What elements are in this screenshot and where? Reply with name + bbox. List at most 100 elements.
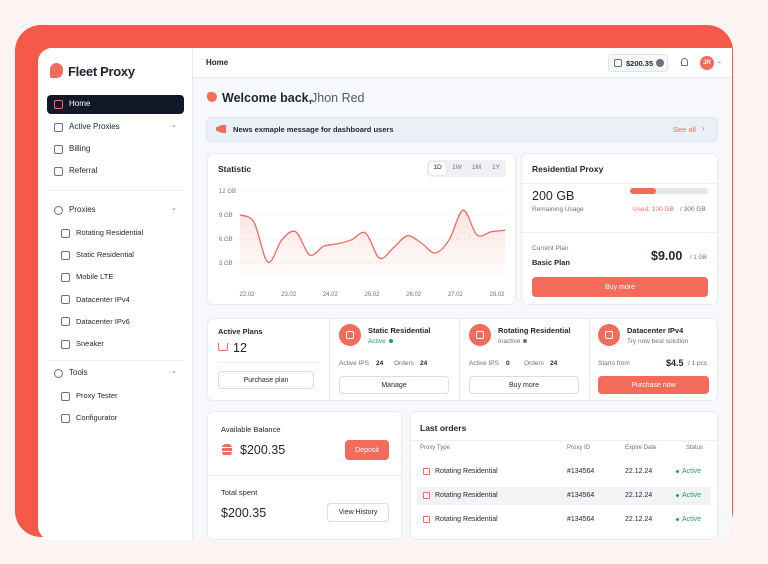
- nav-sub-item[interactable]: Mobile LTE: [76, 272, 114, 282]
- row-icon: [423, 492, 430, 499]
- x-tick-label: 27.02: [448, 292, 464, 298]
- nav-item[interactable]: Active Proxies: [69, 122, 120, 131]
- range-tab[interactable]: 1M: [471, 164, 482, 171]
- add-icon: [656, 59, 664, 67]
- megaphone-icon: [216, 125, 226, 133]
- avatar-initials: JR: [703, 60, 711, 66]
- residential-amount: 200 GB: [532, 189, 575, 203]
- nav-item[interactable]: Home: [69, 99, 91, 108]
- nav-sub-item[interactable]: Sneaker: [76, 339, 104, 348]
- stat-value: 24: [420, 360, 428, 367]
- x-tick-label: 24.02: [323, 292, 339, 298]
- plan-price-unit: / 1 GB: [690, 255, 708, 261]
- section-icon: [54, 205, 63, 215]
- divider: [208, 475, 401, 476]
- nav-sub-icon: [61, 391, 70, 401]
- news-bar: [206, 117, 718, 142]
- nav-sub-item[interactable]: Datacenter IPv6: [76, 316, 130, 326]
- divider: [47, 360, 184, 361]
- line: [239, 209, 506, 263]
- column-header: Expire Date: [625, 445, 657, 451]
- nav-chevron: ⌄: [171, 122, 177, 129]
- plan-price: $9.00: [651, 249, 683, 263]
- purchase-plan-button[interactable]: Purchase plan: [218, 371, 314, 389]
- avatar[interactable]: [700, 56, 714, 70]
- column-header: Proxy ID: [567, 445, 591, 451]
- column-header: Proxy Type: [420, 445, 450, 451]
- divider: [522, 232, 717, 233]
- cell: Rotating Residential: [435, 468, 498, 475]
- nav-sub-item[interactable]: Configurator: [76, 413, 118, 423]
- logo-icon: [50, 63, 63, 78]
- divider: [522, 183, 717, 184]
- stat-label: Active IPS: [339, 360, 369, 367]
- status: Active: [676, 516, 701, 523]
- product-icon-inner: [346, 331, 354, 339]
- row-icon: [423, 468, 430, 475]
- product-name: Static Residential: [368, 326, 431, 335]
- nav-sub-icon: [61, 228, 70, 238]
- column-header: Status: [686, 445, 704, 451]
- nav-sub-item[interactable]: Rotating Residential: [76, 228, 144, 237]
- view-history-button[interactable]: View History: [327, 503, 389, 522]
- residential-amount-label: Remaining Usage: [532, 206, 584, 213]
- welcome-name: Jhon Red: [311, 91, 365, 105]
- divider: [411, 440, 717, 441]
- plans-title: Active Plans: [218, 327, 263, 336]
- orders-title: Last orders: [420, 423, 467, 433]
- stat-value: 0: [506, 360, 510, 367]
- balance-title: Available Balance: [221, 425, 281, 434]
- deposit-button[interactable]: Deposit: [345, 440, 389, 460]
- product-button[interactable]: Manage: [339, 376, 449, 394]
- page-title: Home: [206, 58, 229, 67]
- nav-sub-icon: [61, 272, 70, 282]
- range-tab[interactable]: 1W: [452, 164, 462, 171]
- news-arrow: ›: [702, 124, 705, 133]
- nav-icon: [54, 144, 63, 154]
- balance-chip[interactable]: [608, 54, 668, 72]
- x-tick-label: 25.02: [364, 292, 380, 298]
- nav-sub-icon: [61, 339, 70, 349]
- stat-value: 24: [376, 360, 384, 367]
- brand: Fleet Proxy: [68, 64, 135, 79]
- bell-icon[interactable]: [681, 58, 688, 66]
- section-chevron: ⌄: [171, 368, 177, 375]
- product-status: Inactive: [498, 338, 527, 346]
- product-button[interactable]: Buy more: [469, 376, 579, 394]
- topbar-balance: $200.35: [626, 59, 654, 68]
- wave-icon: [207, 92, 217, 102]
- range-active-bg: [429, 162, 446, 175]
- nav-item[interactable]: Referral: [69, 166, 98, 175]
- status: Active: [676, 468, 701, 475]
- product-name: Rotating Residential: [498, 326, 571, 335]
- stat-value: 24: [550, 360, 558, 367]
- section-title[interactable]: Proxies: [69, 205, 96, 214]
- buy-more-button[interactable]: Buy more: [532, 277, 708, 297]
- nav-icon: [54, 99, 63, 109]
- plan-label: Current Plan: [532, 245, 569, 252]
- orders-card: [410, 411, 718, 540]
- range-tab[interactable]: 1Y: [492, 164, 500, 171]
- product-status: Try now best solution: [627, 338, 689, 345]
- range-tabs: [427, 160, 506, 177]
- sidebar: [38, 48, 193, 540]
- nav-sub-item[interactable]: Static Residential: [76, 250, 134, 260]
- progress-fill: [630, 188, 656, 194]
- nav-sub-item[interactable]: Datacenter IPv4: [76, 294, 130, 304]
- product-button[interactable]: Purchase now: [598, 376, 709, 394]
- nav-icon: [54, 166, 63, 176]
- nav-sub-icon: [61, 250, 70, 260]
- nav-sub-item[interactable]: Proxy Tester: [76, 391, 118, 400]
- section-icon: [54, 368, 63, 378]
- total-text: / 300 GB: [680, 206, 706, 213]
- cell: 22.12.24: [625, 516, 653, 523]
- area: [240, 210, 505, 277]
- plan-name: Basic Plan: [532, 258, 570, 267]
- welcome-greeting: Welcome back,: [222, 91, 313, 105]
- section-title[interactable]: Tools: [69, 368, 88, 377]
- nav-icon: [54, 122, 63, 132]
- nav-item[interactable]: Billing: [69, 144, 91, 153]
- range-tab[interactable]: 1D: [433, 164, 442, 171]
- news-link[interactable]: See all: [673, 125, 696, 134]
- stat-label: Active IPS: [469, 360, 499, 367]
